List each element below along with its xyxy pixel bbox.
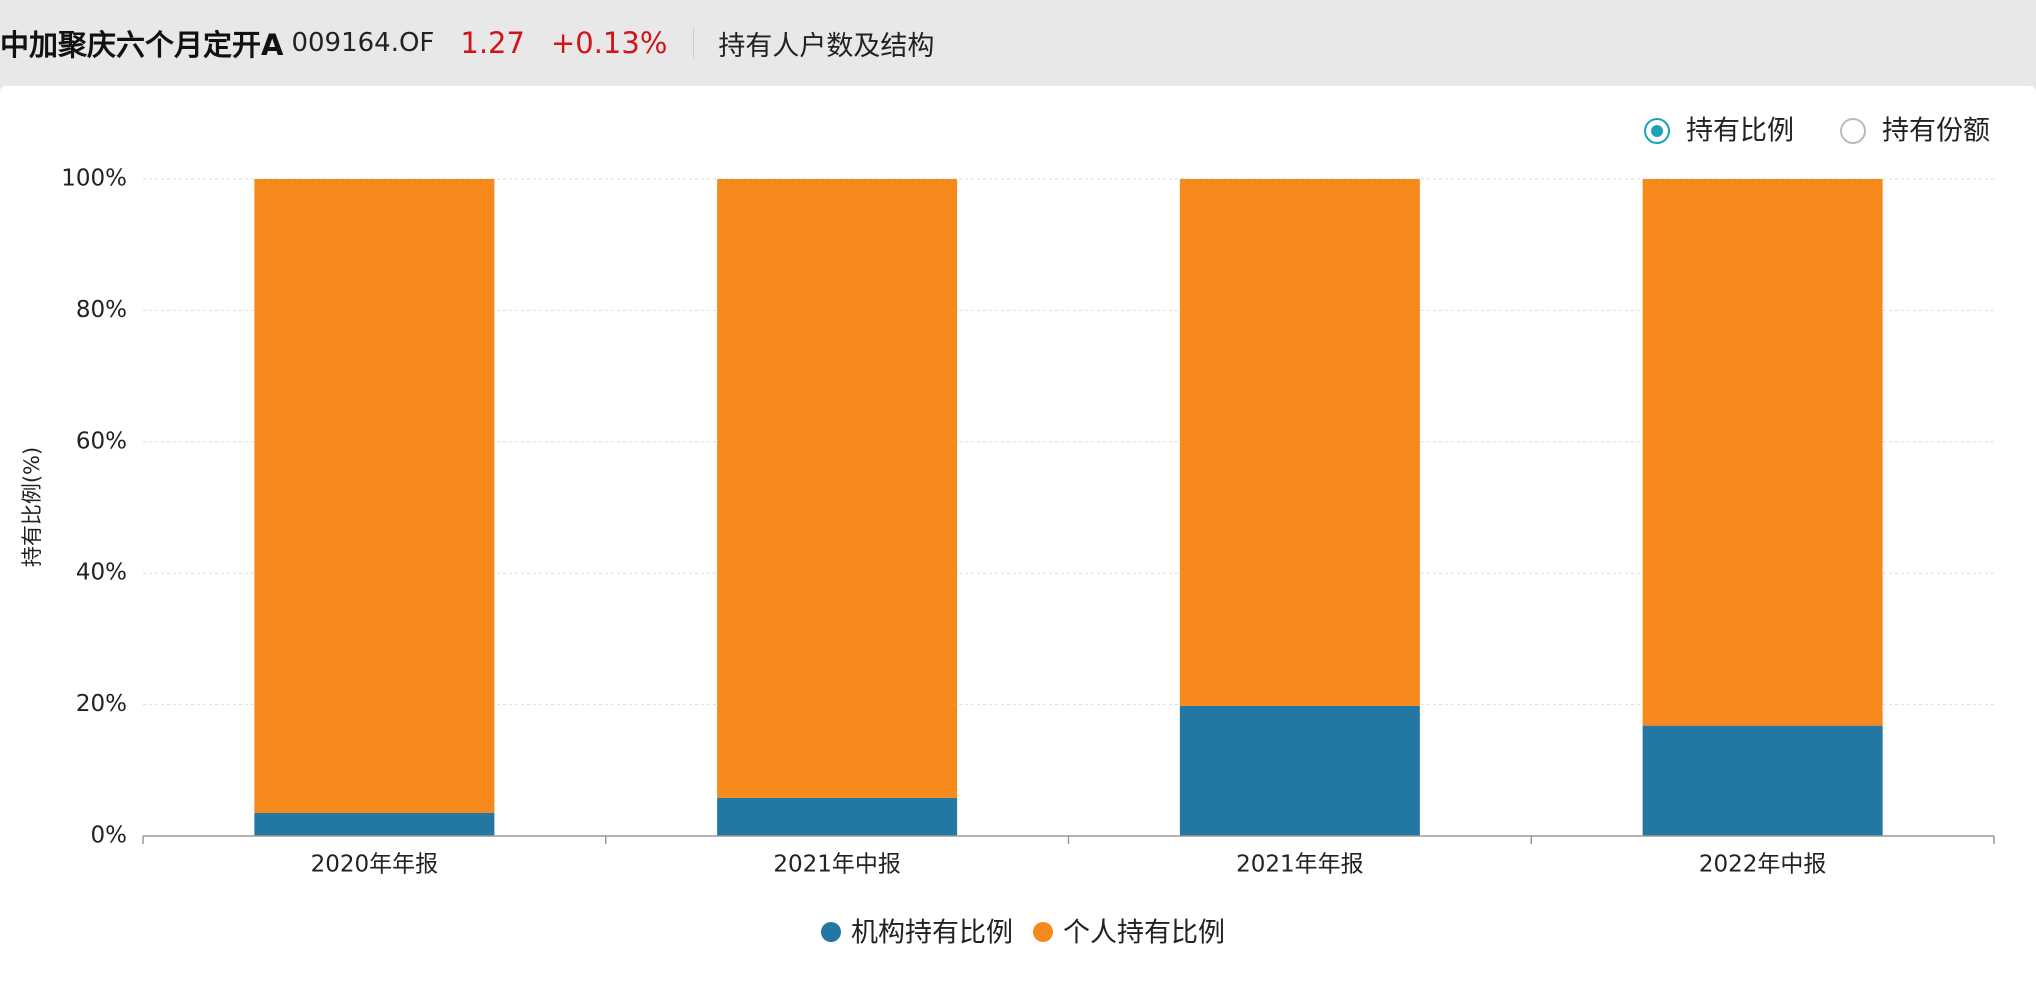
bar-segment — [717, 797, 958, 836]
radio-button[interactable] — [1840, 118, 1866, 144]
x-tick-label: 2022年中报 — [1699, 852, 1827, 878]
y-tick-label: 40% — [76, 560, 127, 586]
x-tick-label: 2021年中报 — [773, 852, 901, 878]
radio-label[interactable]: 持有比例 — [1686, 116, 1794, 147]
bar-segment — [254, 813, 495, 836]
bar-segment — [1179, 705, 1420, 836]
change: +0.13% — [550, 26, 668, 60]
section-title: 持有人户数及结构 — [718, 30, 935, 62]
price: 1.27 — [460, 26, 525, 60]
bar-segment — [1642, 179, 1883, 726]
fund-title: 中加聚庆六个月定开A — [0, 28, 284, 62]
y-tick-label: 20% — [76, 691, 127, 717]
bar-segment — [1179, 179, 1420, 706]
bar-segment — [1642, 725, 1883, 836]
radio-dot — [1651, 125, 1663, 137]
y-tick-label: 100% — [61, 166, 127, 192]
legend-marker[interactable] — [1033, 922, 1053, 942]
legend-label[interactable]: 个人持有比例 — [1063, 918, 1225, 949]
y-axis-title: 持有比例(%) — [20, 447, 44, 567]
x-tick-label: 2020年年报 — [311, 852, 439, 878]
header: 中加聚庆六个月定开A 009164.OF 1.27 +0.13% 持有人户数及结… — [0, 0, 2036, 86]
x-tick-label: 2021年年报 — [1236, 852, 1364, 878]
legend-marker[interactable] — [821, 922, 841, 942]
bar-segment — [717, 179, 958, 798]
separator — [693, 28, 695, 58]
fund-code: 009164.OF — [291, 28, 435, 58]
y-tick-label: 80% — [76, 297, 127, 323]
legend-label[interactable]: 机构持有比例 — [851, 918, 1013, 949]
y-tick-label: 60% — [76, 428, 127, 454]
y-tick-label: 0% — [91, 823, 128, 849]
bar-segment — [254, 179, 495, 814]
radio-label[interactable]: 持有份额 — [1882, 116, 1990, 147]
